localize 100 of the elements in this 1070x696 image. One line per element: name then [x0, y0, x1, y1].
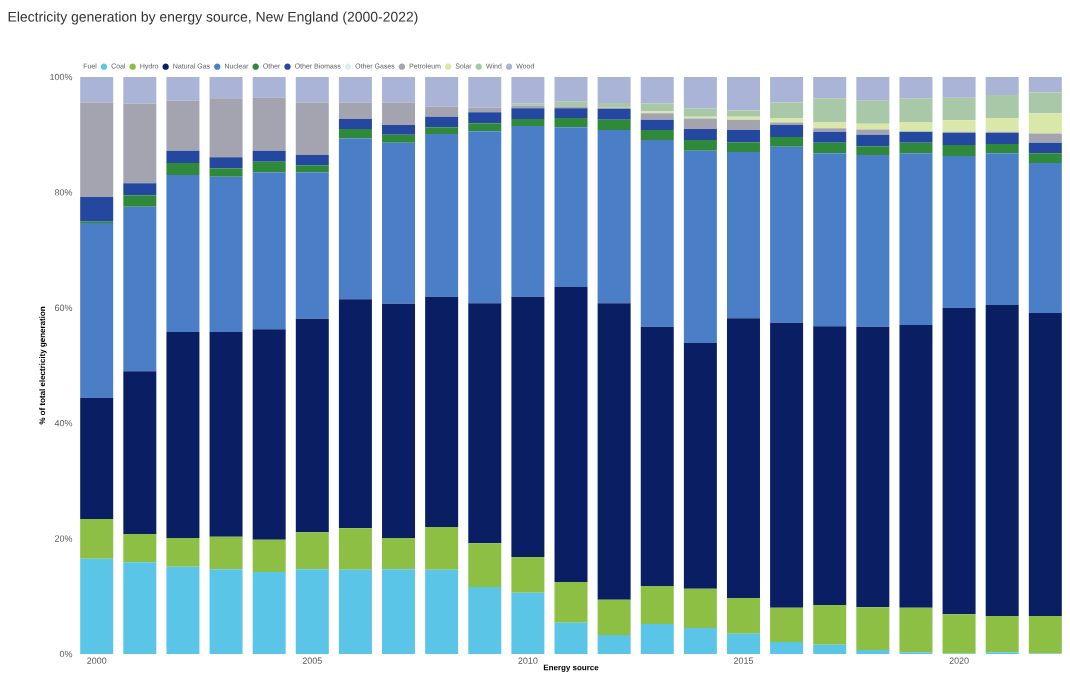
- bar: [899, 142, 933, 154]
- bar: [856, 123, 890, 130]
- bar: [899, 325, 933, 608]
- bar: [856, 146, 890, 155]
- bar: [209, 176, 243, 333]
- bar: [338, 138, 372, 300]
- bar: [295, 76, 329, 103]
- x-tick-label: 2020: [949, 657, 969, 664]
- bar: [726, 130, 760, 143]
- bar: [209, 157, 243, 169]
- bar: [597, 130, 631, 304]
- bar: [468, 112, 502, 124]
- bar: [942, 156, 976, 308]
- y-tick-label: 20%: [54, 535, 73, 542]
- bar: [123, 371, 157, 534]
- bar: [338, 102, 372, 120]
- bar: [511, 76, 545, 104]
- bar: [899, 98, 933, 123]
- bar: [813, 128, 847, 132]
- bar: [295, 532, 329, 570]
- x-tick-label: 2015: [733, 657, 754, 664]
- chart-title: Electricity generation by energy source, New England (2000-2022): [8, 11, 418, 25]
- y-tick-label: 60%: [54, 304, 73, 311]
- bar: [252, 572, 286, 654]
- bar: [80, 197, 114, 222]
- bar: [252, 329, 286, 540]
- bar: [813, 153, 847, 327]
- bar: [813, 142, 847, 154]
- bar: [123, 562, 157, 654]
- bar: [511, 296, 545, 558]
- bar: [511, 592, 545, 654]
- bar: [726, 633, 760, 654]
- bar: [123, 103, 157, 184]
- bar: [942, 307, 976, 615]
- x-tick-label: 2010: [518, 657, 538, 664]
- bar: [640, 103, 674, 112]
- bar: [554, 287, 588, 582]
- bar: [726, 152, 760, 319]
- bar: [468, 543, 502, 588]
- bar: [856, 326, 890, 608]
- bar: [726, 598, 760, 634]
- bar: [382, 303, 416, 539]
- bar: [382, 142, 416, 304]
- bar: [597, 599, 631, 635]
- bar: [338, 299, 372, 529]
- bar: [166, 76, 200, 101]
- bar: [813, 644, 847, 654]
- bar: [511, 108, 545, 120]
- bar: [597, 102, 631, 107]
- bar: [1028, 142, 1062, 154]
- bar: [813, 604, 847, 645]
- bar: [597, 303, 631, 600]
- bar: [985, 132, 1019, 144]
- bar: [770, 118, 804, 123]
- bar: [252, 539, 286, 573]
- bar: [554, 127, 588, 288]
- bar: [425, 296, 459, 528]
- bar: [899, 122, 933, 132]
- bar: [468, 587, 502, 654]
- bar: [209, 168, 243, 177]
- bar: [252, 97, 286, 151]
- bar: [123, 533, 157, 563]
- bar: [166, 162, 200, 176]
- bar: [985, 615, 1019, 653]
- bar: [640, 130, 674, 140]
- bar: [209, 536, 243, 570]
- bar: [382, 102, 416, 125]
- bar: [1028, 133, 1062, 143]
- bar: [770, 102, 804, 119]
- bar: [295, 569, 329, 654]
- bar: [554, 117, 588, 128]
- bar: [209, 98, 243, 158]
- bar: [123, 195, 157, 207]
- bar: [942, 132, 976, 146]
- bar: [726, 142, 760, 152]
- bar: [770, 641, 804, 654]
- bar: [382, 569, 416, 654]
- bar: [338, 76, 372, 103]
- bar: [899, 131, 933, 143]
- y-tick-label: 80%: [54, 189, 73, 196]
- y-tick-label: 40%: [54, 420, 73, 427]
- bar: [166, 566, 200, 654]
- bar: [985, 304, 1019, 616]
- bar: [252, 150, 286, 162]
- bar: [770, 146, 804, 323]
- bar: [252, 172, 286, 330]
- bar: [1028, 615, 1062, 654]
- bar: [425, 127, 459, 135]
- bar: [382, 134, 416, 143]
- bar: [856, 134, 890, 147]
- bar: [425, 527, 459, 570]
- bar: [1028, 113, 1062, 134]
- bar: [597, 119, 631, 131]
- bar: [123, 76, 157, 104]
- bar: [295, 154, 329, 166]
- bar: [338, 119, 372, 129]
- bar: [209, 569, 243, 654]
- bar: [856, 649, 890, 654]
- bar: [80, 518, 114, 559]
- bar: [554, 108, 588, 118]
